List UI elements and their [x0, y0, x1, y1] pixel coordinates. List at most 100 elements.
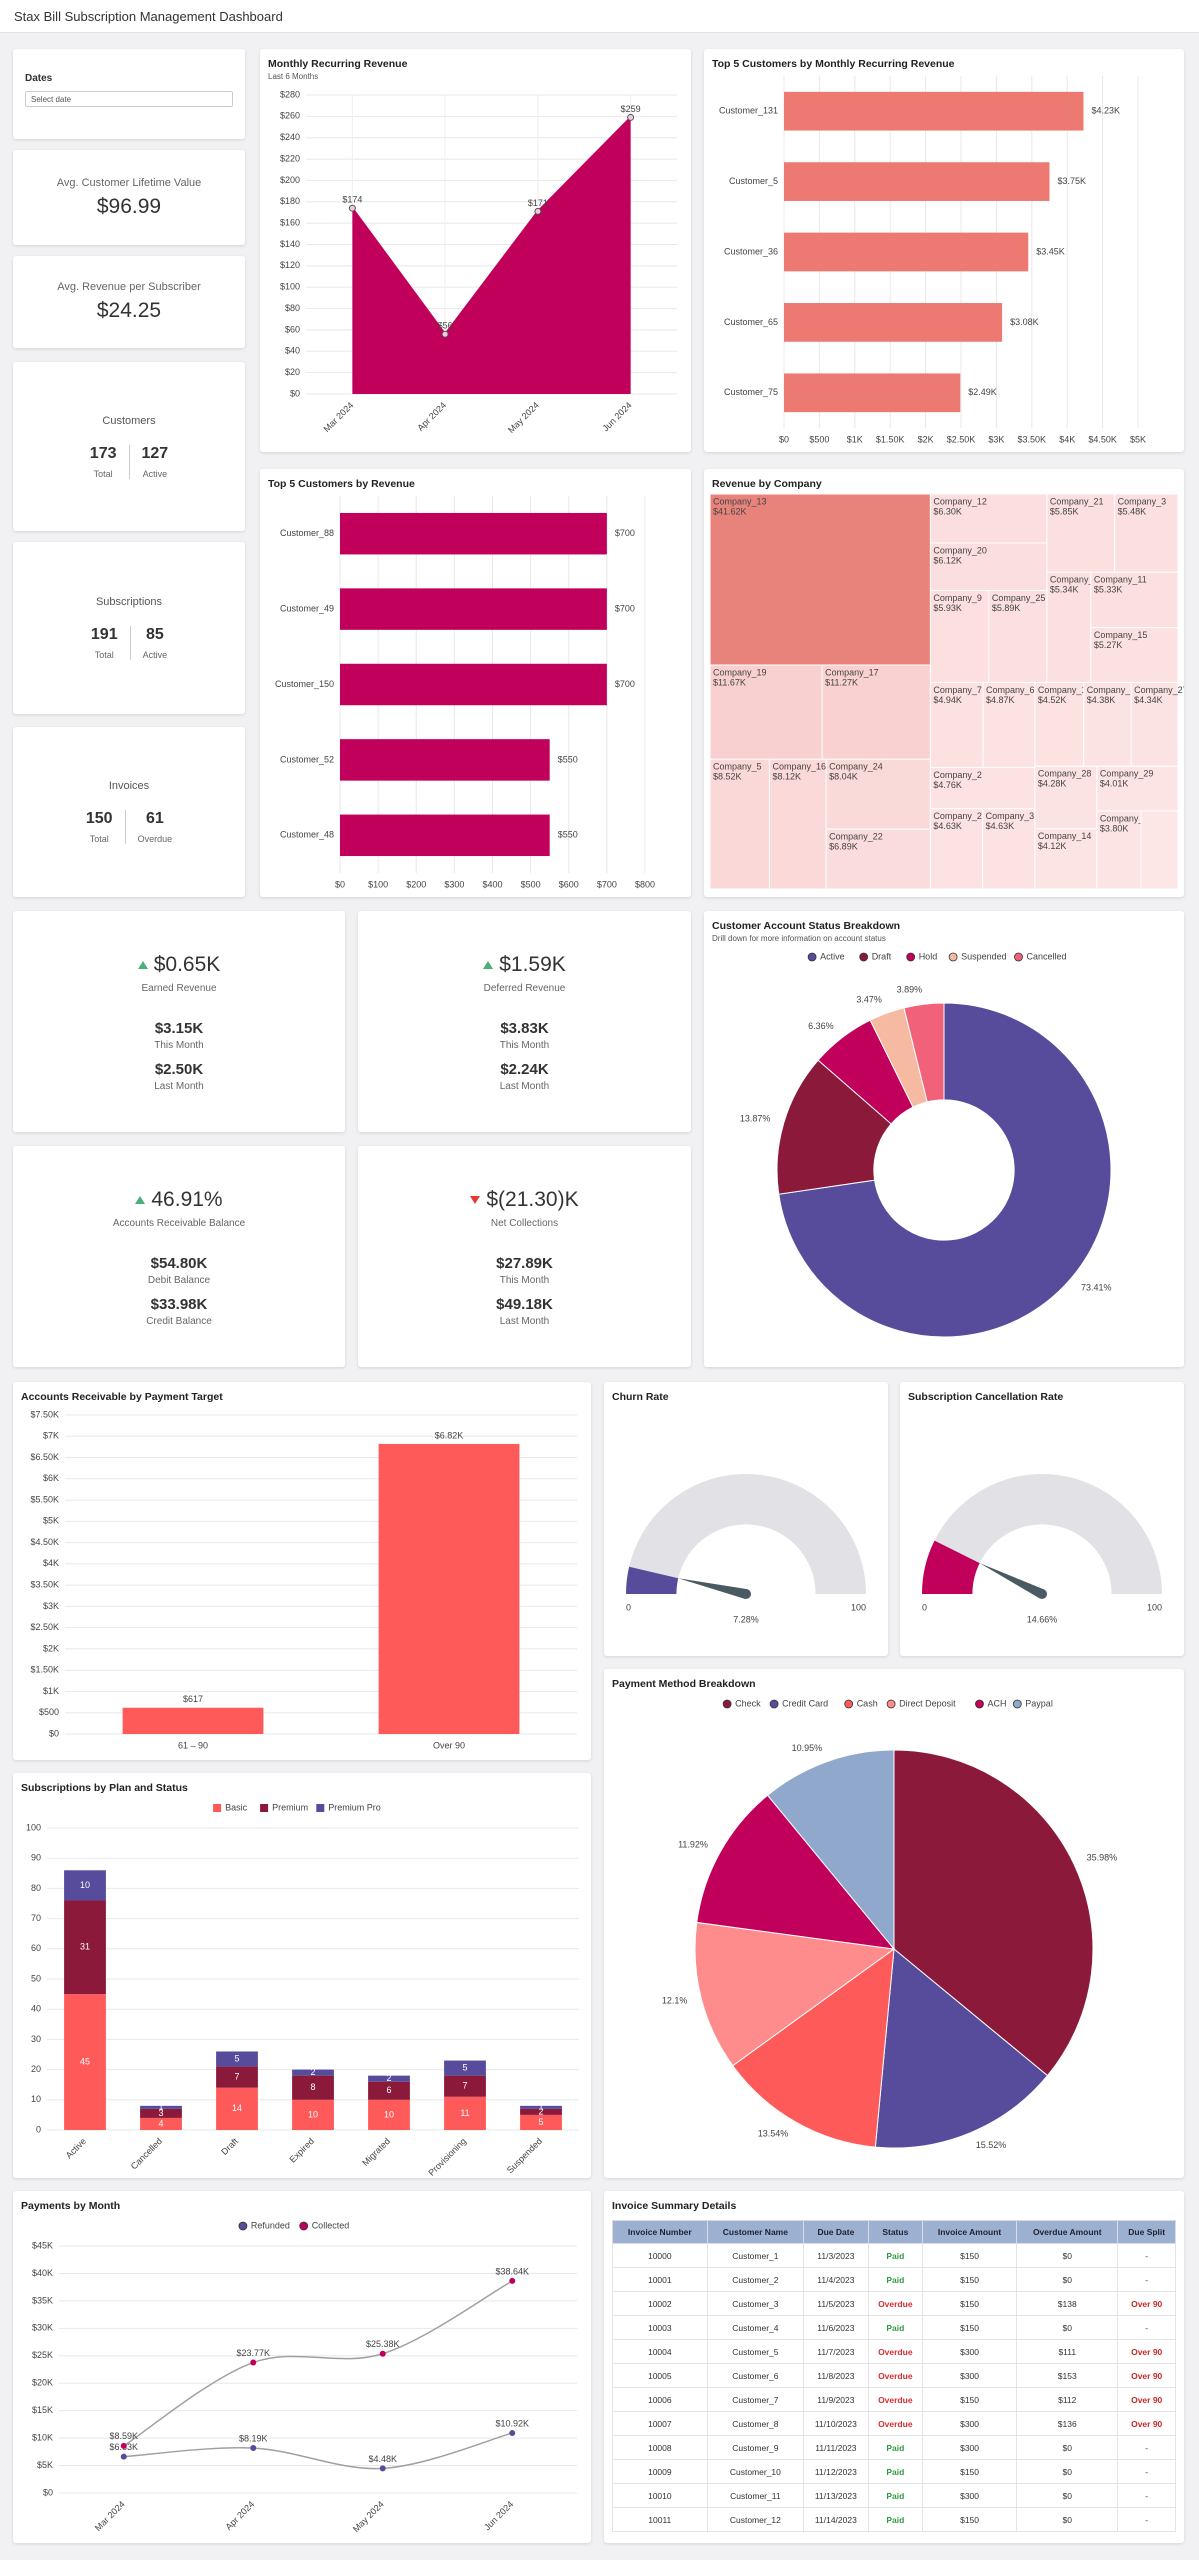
bar-segment: [368, 2081, 410, 2100]
y-tick-label: $4K: [43, 1558, 59, 1568]
trend-arrow-shape: [483, 961, 494, 969]
count-label: Total: [93, 468, 113, 479]
data-label: 6.36%: [808, 1021, 834, 1031]
data-label: $700: [615, 679, 635, 689]
cell-name: Company_11: [1094, 575, 1147, 585]
bar-segment: [216, 2087, 258, 2130]
cell-name: Company_28: [1038, 769, 1092, 779]
data-label: $6.82K: [435, 1430, 464, 1440]
data-label: 5: [462, 2062, 467, 2072]
table-header: Invoice Number Customer Name Due Date Statu…: [612, 2220, 1176, 2244]
trend-arrow: [483, 961, 494, 969]
table-cell: -: [1117, 2483, 1176, 2508]
y-tick-label: 40: [31, 2004, 41, 2014]
cell-name: Company_26: [933, 811, 987, 821]
date-input[interactable]: Select date: [25, 91, 233, 107]
trend-arrow: [470, 1196, 481, 1204]
chart-card: Monthly Recurring Revenue Last 6 Months …: [260, 49, 691, 452]
table-cell: 10006: [612, 2387, 708, 2412]
bar-segment: [292, 2099, 334, 2130]
legend-swatch: [722, 1699, 732, 1709]
data-label: 2: [386, 2073, 391, 2083]
y-tick-label: $20K: [32, 2378, 53, 2388]
kpi-headline: $1.59K: [499, 953, 566, 976]
bar-segment: [368, 2099, 410, 2130]
cell-name: Company_14: [1038, 831, 1092, 841]
gauge-value: [626, 1566, 679, 1594]
kpi-row-value: $33.98K: [150, 1296, 208, 1313]
data-label: 7: [462, 2081, 467, 2091]
table-cell: Overdue: [867, 2387, 923, 2412]
column-header: Customer Name: [706, 2220, 805, 2244]
cell-value: $5.93K: [933, 603, 962, 613]
x-tick-label: Apr 2024: [415, 400, 448, 433]
point: [379, 2465, 386, 2472]
bar-segment: [520, 2114, 562, 2130]
y-tick-label: 70: [31, 1913, 41, 1923]
table-cell: 11/10/2023: [803, 2411, 869, 2436]
bar: [784, 232, 1029, 272]
treemap-cell: [821, 664, 931, 760]
legend-swatch: [906, 952, 916, 962]
cell-name: Company_29: [1100, 769, 1154, 779]
table-card: Invoice Summary Details Invoice Number Cu…: [604, 2191, 1184, 2543]
legend-swatch: [238, 2221, 248, 2231]
y-tick-label: $120: [280, 260, 300, 270]
data-label: 10: [308, 2109, 318, 2119]
table-row: 10003 Customer_4 11/6/2023 Paid $150 $0-: [612, 2315, 1176, 2340]
table-cell: 10008: [612, 2435, 708, 2460]
y-tick-label: $240: [280, 132, 300, 142]
chart-card: Top 5 Customers by Monthly Recurring Rev…: [704, 49, 1184, 452]
y-tick-label: $3K: [43, 1601, 59, 1611]
treemap-cell: [988, 590, 1048, 683]
chart-card: Accounts Receivable by Payment Target $0…: [13, 1382, 591, 1760]
bar-segment: [64, 1900, 106, 1995]
y-tick-label: $45K: [32, 2240, 53, 2250]
cell-name: Company_19: [713, 667, 767, 677]
cell-value: $6.89K: [829, 842, 858, 852]
y-tick-label: $160: [280, 218, 300, 228]
cell-name: Company_12: [933, 496, 987, 506]
table-cell: 10002: [612, 2291, 708, 2316]
table-cell: 10004: [612, 2339, 708, 2364]
cell-value: $11.27K: [825, 677, 858, 687]
kpi-row-value: $3.83K: [500, 1020, 549, 1037]
chart-title: Subscriptions by Plan and Status: [21, 1782, 188, 1794]
cell-value: $6.12K: [933, 555, 962, 565]
chart: 0 100 14.66%: [922, 1474, 1162, 1624]
header: Stax Bill Subscription Management Dashbo…: [0, 0, 1199, 33]
cell-name: Company_15: [1094, 630, 1148, 640]
y-tick-label: $5K: [37, 2460, 53, 2470]
table-cell: $300: [921, 2411, 1018, 2436]
data-label: 31: [80, 1942, 90, 1952]
y-tick-label: $1K: [43, 1686, 59, 1696]
y-tick-label: 50: [31, 1973, 41, 1983]
kpi-headline-row: 46.91%: [135, 1188, 223, 1212]
bar-segment: [444, 2060, 486, 2076]
data-label: 3.47%: [856, 994, 882, 1004]
x-tick-label: $3K: [988, 434, 1004, 444]
x-tick-label: $2.50K: [947, 434, 976, 444]
x-tick-label: Migrated: [360, 2136, 392, 2168]
data-label: $171: [528, 198, 548, 208]
chart-card: Subscription Cancellation Rate 0 100 14.66…: [900, 1382, 1184, 1656]
y-tick-label: $220: [280, 153, 300, 163]
table-cell: Paid: [867, 2459, 923, 2484]
x-tick-label: $600: [559, 879, 579, 889]
slice: [778, 1002, 1112, 1338]
y-tick-label: $2.50K: [30, 1622, 59, 1632]
table-cell: 11/7/2023: [803, 2339, 869, 2364]
trend-arrow: [135, 1196, 146, 1204]
data-label: 10.95%: [792, 1743, 823, 1753]
chart-card: Revenue by Company Company_13 $41.62K Comp…: [704, 469, 1184, 897]
count-label: Overdue: [137, 834, 173, 844]
legend-label: Collected: [312, 2220, 350, 2230]
data-label: 5: [538, 2117, 543, 2127]
count-label: Total: [94, 650, 114, 660]
data-label: 14: [232, 2103, 242, 2113]
column-header: Invoice Amount: [921, 2220, 1018, 2244]
y-tick-label: $60: [285, 324, 300, 334]
metric-label: Avg. Customer Lifetime Value: [56, 176, 202, 189]
line: [123, 2432, 513, 2470]
